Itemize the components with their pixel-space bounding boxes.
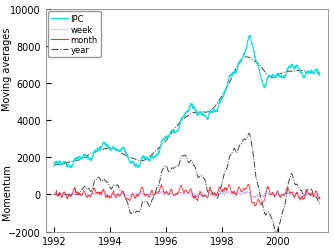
Text: Momentum: Momentum <box>2 164 12 219</box>
Text: Moving averages: Moving averages <box>2 28 12 111</box>
Legend: IPC, week, month, year: IPC, week, month, year <box>48 12 101 58</box>
